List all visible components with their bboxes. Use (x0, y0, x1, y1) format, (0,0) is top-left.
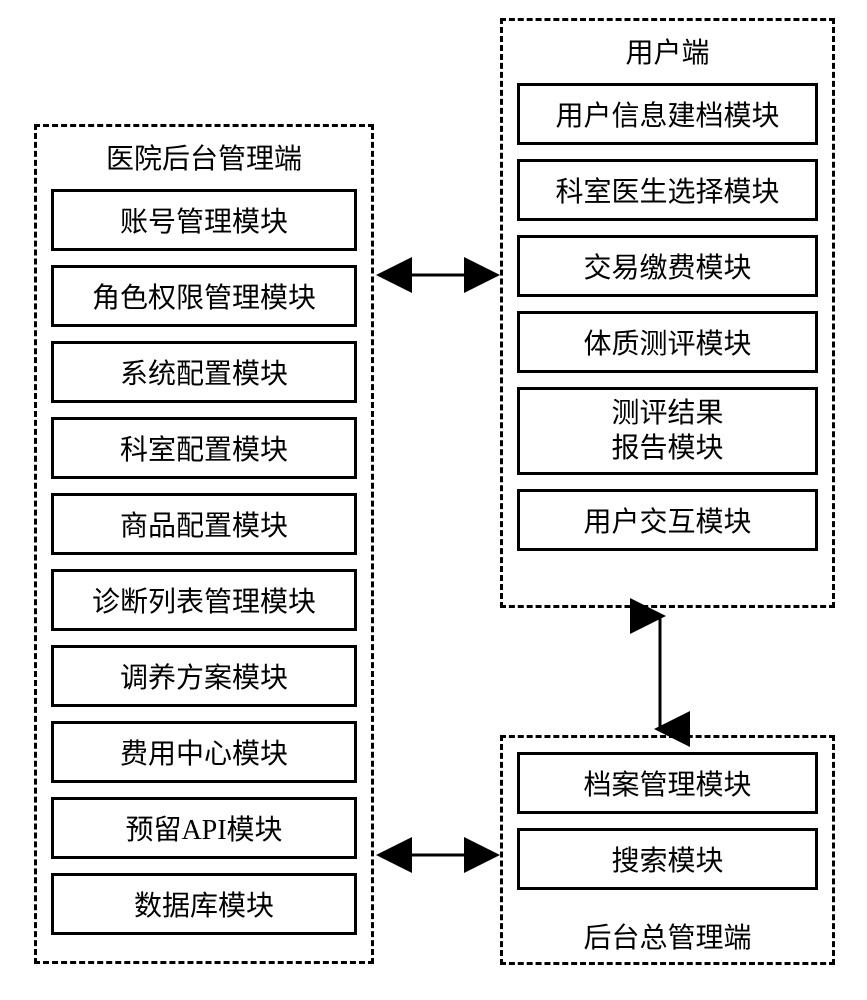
connector-arrows (0, 0, 867, 1000)
